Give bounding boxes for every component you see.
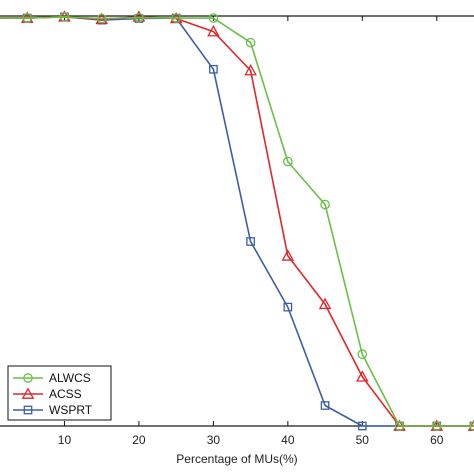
legend-marker-acss [21, 387, 35, 399]
x-axis-label: Percentage of MUs(%) [176, 452, 297, 466]
data-point-alwcs [245, 37, 256, 48]
data-point-acss [207, 25, 220, 37]
data-point-alwcs [282, 156, 293, 167]
data-point-acss [244, 63, 257, 76]
data-point-wsprt [320, 401, 330, 410]
data-point-alwcs [431, 421, 442, 431]
x-tick-label: 10 [58, 433, 72, 447]
data-point-alwcs [134, 12, 144, 23]
data-point-alwcs [171, 13, 182, 23]
x-tick-label: 20 [132, 433, 146, 447]
x-tick-label: 40 [281, 433, 295, 447]
data-point-acss [318, 297, 332, 310]
series-line-alwcs [0, 15, 474, 427]
data-point-acss [281, 249, 295, 261]
x-axis-ticks: 10 20 30 40 50 60 [58, 16, 444, 447]
legend-item-acss: ACSS [13, 387, 82, 401]
legend: ALWCS ACSS WSPRT [7, 365, 112, 421]
data-point-acss [132, 10, 146, 22]
legend-item-alwcs: ALWCS [13, 371, 91, 385]
legend-item-wsprt: WSPRT [13, 403, 93, 417]
data-point-alwcs [208, 13, 219, 23]
legend-label-acss: ACSS [49, 387, 82, 401]
series-line-wsprt [0, 15, 474, 427]
legend-label-alwcs: ALWCS [49, 371, 91, 385]
data-point-wsprt [357, 421, 367, 431]
x-tick-label: 50 [356, 433, 370, 447]
data-point-wsprt [246, 237, 255, 246]
plot-border [0, 15, 474, 427]
data-point-alwcs [320, 199, 330, 210]
data-point-alwcs [59, 11, 70, 22]
legend-label-wsprt: WSPRT [49, 403, 93, 417]
data-point-alwcs [96, 13, 107, 24]
data-point-alwcs [357, 349, 368, 360]
data-point-wsprt [283, 302, 293, 312]
data-point-wsprt [209, 64, 218, 74]
legend-marker-alwcs [23, 373, 33, 383]
plot-frame [0, 15, 474, 427]
data-point-alwcs [22, 13, 33, 23]
data-point-acss [356, 370, 369, 382]
series-layer [0, 10, 474, 431]
x-tick-label: 60 [430, 433, 444, 447]
legend-marker-wsprt [23, 405, 33, 415]
data-point-alwcs [394, 421, 405, 431]
series-line-acss [0, 15, 474, 427]
x-tick-label: 30 [207, 433, 221, 447]
